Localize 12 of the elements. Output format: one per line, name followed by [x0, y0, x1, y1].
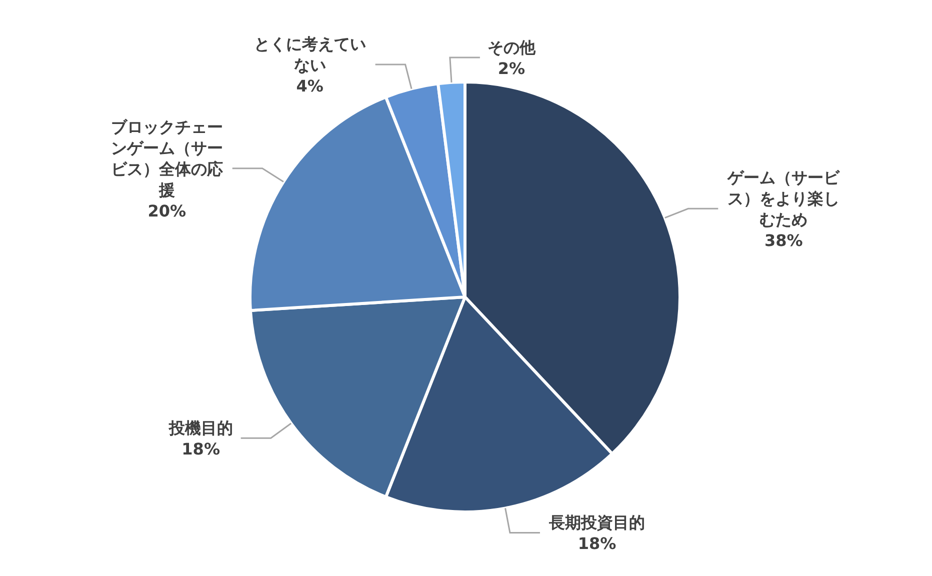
data-label: 20%	[148, 201, 186, 220]
data-label: 38%	[764, 231, 803, 250]
slice-label: 投機目的	[168, 418, 233, 438]
slice-label: その他	[487, 38, 536, 57]
data-label: 2%	[498, 58, 526, 78]
slice-label: 長期投資目的	[548, 513, 645, 532]
data-label: 18%	[578, 534, 616, 554]
slice-label: ゲーム（サービス）をより楽しむため	[726, 168, 841, 230]
data-label: 4%	[296, 76, 324, 96]
slice-label: ブロックチェーンゲーム（サービス）全体の応援	[110, 117, 223, 200]
slice-label: とくに考えていない	[254, 34, 366, 75]
data-label: 18%	[182, 440, 220, 459]
